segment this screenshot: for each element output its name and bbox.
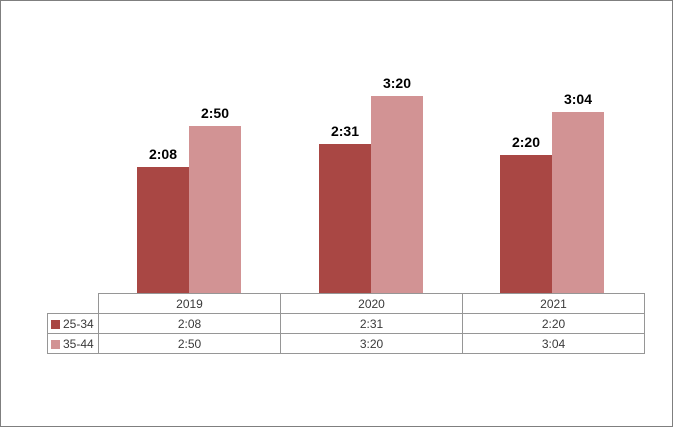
year-header-2021: 2021 [462, 293, 645, 314]
bar-25-34-2021 [500, 155, 552, 293]
bar-35-44-2021 [552, 112, 604, 293]
table-row: 35-44 2:50 3:20 3:04 [47, 333, 645, 354]
bar-35-44-2020 [371, 96, 423, 293]
table-row: 25-34 2:08 2:31 2:20 [47, 313, 645, 334]
value-cell-35-44-2020: 3:20 [280, 333, 463, 354]
bar-value-label-35-44-2021: 3:04 [563, 91, 593, 107]
legend-label-25-34: 25-34 [63, 316, 94, 331]
value-cell-25-34-2021: 2:20 [462, 313, 645, 334]
value-cell-35-44-2021: 3:04 [462, 333, 645, 354]
table-header-row: 2019 2020 2021 [48, 293, 645, 314]
year-header-2020: 2020 [280, 293, 463, 314]
value-cell-35-44-2019: 2:50 [98, 333, 281, 354]
legend-swatch-25-34 [51, 319, 60, 329]
bar-value-label-25-34-2021: 2:20 [511, 134, 541, 150]
legend-swatch-35-44 [51, 339, 60, 349]
bar-35-44-2019 [189, 126, 241, 293]
year-header-2019: 2019 [98, 293, 281, 314]
legend-label-35-44: 35-44 [63, 336, 94, 351]
bar-value-label-35-44-2019: 2:50 [200, 105, 230, 121]
legend-item-35-44: 35-44 [47, 333, 99, 354]
chart-data-table: 2019 2020 2021 25-34 2:08 2:31 2:20 35-4… [47, 293, 645, 354]
bar-value-label-25-34-2020: 2:31 [330, 123, 360, 139]
bar-value-label-35-44-2020: 3:20 [382, 75, 412, 91]
table-corner-cell [48, 294, 99, 314]
value-cell-25-34-2019: 2:08 [98, 313, 281, 334]
bar-25-34-2020 [319, 144, 371, 293]
legend-item-25-34: 25-34 [47, 313, 99, 334]
bar-value-label-25-34-2019: 2:08 [148, 146, 178, 162]
value-cell-25-34-2020: 2:31 [280, 313, 463, 334]
bar-25-34-2019 [137, 167, 189, 293]
bar-plot: 2:08 2:50 2:31 3:20 2:20 3:04 [1, 1, 672, 293]
